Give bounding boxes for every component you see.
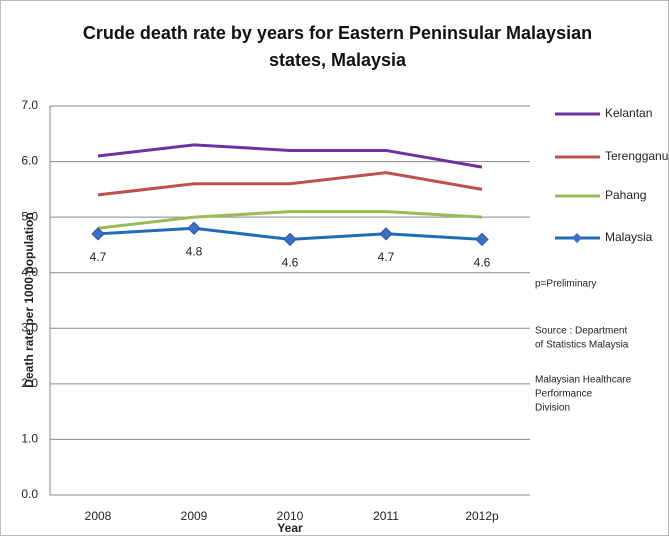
legend-label: Kelantan: [605, 106, 652, 120]
point-marker: [379, 227, 393, 241]
y-tick-label: 5.0: [21, 209, 38, 223]
data-label: 4.8: [186, 244, 203, 258]
series-line: [97, 143, 483, 169]
y-tick-label: 6.0: [21, 154, 38, 168]
legend-label: Terengganu: [605, 149, 668, 163]
legend-label: Pahang: [605, 188, 646, 202]
x-axis-label: Year: [277, 521, 303, 535]
point-marker: [91, 227, 105, 241]
x-tick-label: 2009: [181, 509, 208, 523]
annotation: Malaysian Healthcare: [535, 375, 632, 386]
x-tick-label: 2012p: [465, 509, 499, 523]
y-tick-label: 4.0: [21, 265, 38, 279]
chart-title: Crude death rate by years for Eastern Pe…: [82, 23, 593, 70]
y-tick-label: 7.0: [21, 98, 38, 112]
point-marker: [187, 221, 201, 235]
x-tick-label: 2008: [85, 509, 112, 523]
y-tick-label: 0.0: [21, 487, 38, 501]
point-marker: [475, 232, 489, 247]
series-line: [97, 210, 483, 230]
point-marker: [283, 232, 297, 247]
annotation: Division: [535, 403, 570, 414]
legend-label: Malaysia: [605, 230, 653, 244]
annotation: Source : Department: [535, 326, 627, 337]
y-tick-label: 3.0: [21, 320, 38, 334]
y-tick-label: 2.0: [21, 376, 38, 390]
data-label: 4.7: [90, 250, 107, 264]
annotation: Performance: [535, 389, 593, 400]
data-label: 4.6: [474, 256, 491, 270]
legend-marker: [572, 233, 582, 243]
y-tick-label: 1.0: [21, 432, 38, 446]
data-label: 4.7: [378, 250, 395, 264]
series-line: [97, 171, 483, 197]
data-label: 4.6: [282, 256, 299, 270]
x-tick-label: 2011: [373, 509, 399, 523]
annotation: p=Preliminary: [535, 279, 596, 290]
annotation: of Statistics Malaysia: [535, 340, 629, 351]
y-axis-label: Death rate per 1000 population: [22, 212, 36, 387]
x-tick-label: 2010: [277, 509, 304, 523]
